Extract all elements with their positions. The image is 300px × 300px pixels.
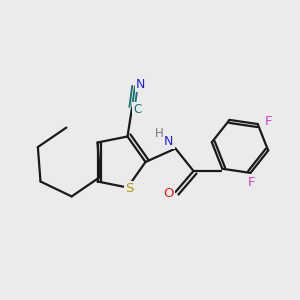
Text: N: N bbox=[136, 77, 145, 91]
Text: C: C bbox=[133, 103, 142, 116]
Text: F: F bbox=[265, 115, 272, 128]
Text: N: N bbox=[164, 135, 174, 148]
Text: H: H bbox=[154, 127, 164, 140]
Text: F: F bbox=[248, 176, 256, 189]
Text: O: O bbox=[164, 187, 174, 200]
Text: S: S bbox=[125, 182, 133, 196]
